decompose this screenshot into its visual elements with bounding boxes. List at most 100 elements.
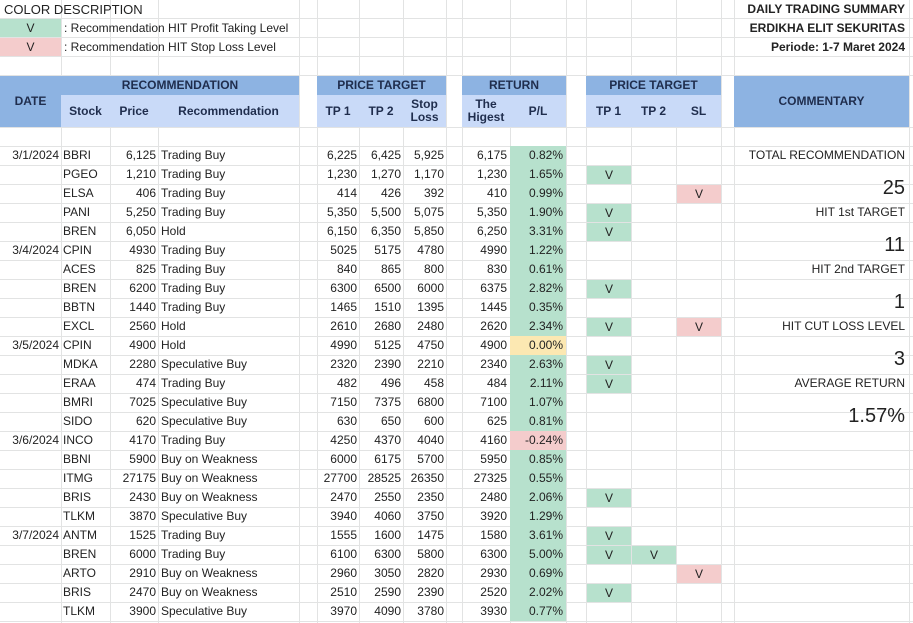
highest-cell: 6300 (480, 547, 507, 561)
stock-cell: TLKM (63, 509, 96, 523)
hit-sl-cell (677, 489, 721, 507)
highest-cell: 1,230 (476, 167, 507, 181)
hit-sl-cell (677, 166, 721, 184)
pl-cell: 0.85% (510, 450, 566, 469)
price-cell: 825 (135, 262, 156, 276)
pl-cell: 3.31% (510, 222, 566, 241)
highest-cell: 2620 (480, 319, 507, 333)
date-cell (0, 222, 59, 241)
pl-cell: 2.11% (510, 374, 566, 393)
hit-tp1-cell: V (587, 546, 631, 564)
recommendation-cell: Speculative Buy (161, 395, 248, 409)
legend-text-profit: : Recommendation HIT Profit Taking Level (64, 21, 289, 35)
hit-tp1-cell (587, 261, 631, 279)
stop-loss-cell: 392 (423, 186, 444, 200)
hit-tp2-cell (632, 356, 676, 374)
hit-tp1-cell (587, 147, 631, 165)
hit-2nd-target-label: HIT 2nd TARGET (811, 262, 905, 276)
hit-tp2-cell (632, 318, 676, 336)
stop-loss-cell: 1475 (417, 528, 444, 542)
pl-cell: 2.06% (510, 488, 566, 507)
stock-cell: INCO (63, 433, 93, 447)
stock-cell: SIDO (63, 414, 93, 428)
recommendation-cell: Hold (161, 224, 186, 238)
date-cell (0, 298, 59, 317)
highest-cell: 5,350 (476, 205, 507, 219)
date-cell (0, 393, 59, 412)
stock-cell: BRIS (63, 585, 92, 599)
highest-cell: 6375 (480, 281, 507, 295)
legend-title: COLOR DESCRIPTION (4, 2, 143, 17)
header-hit-sl: SL (676, 95, 721, 127)
highest-cell: 4990 (480, 243, 507, 257)
highest-cell: 6,250 (476, 224, 507, 238)
pl-cell: 0.82% (510, 146, 566, 165)
hit-sl-cell (677, 603, 721, 621)
header-stock: Stock (61, 95, 110, 127)
summary-title: DAILY TRADING SUMMARY (747, 2, 905, 16)
hit-sl-cell (677, 280, 721, 298)
recommendation-cell: Speculative Buy (161, 509, 248, 523)
recommendation-cell: Speculative Buy (161, 414, 248, 428)
recommendation-cell: Trading Buy (161, 300, 226, 314)
hit-tp2-cell (632, 584, 676, 602)
tp1-cell: 414 (336, 186, 357, 200)
tp1-cell: 6,225 (326, 148, 357, 162)
tp2-cell: 650 (380, 414, 401, 428)
date-cell (0, 165, 59, 184)
highest-cell: 1445 (480, 300, 507, 314)
hit-sl-cell (677, 337, 721, 355)
price-cell: 1440 (129, 300, 156, 314)
hit-cut-loss-value: 3 (893, 348, 905, 370)
hit-tp2-cell (632, 451, 676, 469)
pl-cell: 0.00% (510, 336, 566, 355)
hit-sl-cell (677, 242, 721, 260)
header-return-group: RETURN (462, 76, 566, 95)
price-cell: 6,050 (125, 224, 156, 238)
highest-cell: 2340 (480, 357, 507, 371)
average-return-value: 1.57% (848, 405, 905, 427)
recommendation-cell: Buy on Weakness (161, 585, 258, 599)
header-hit-price-target-group: PRICE TARGET (586, 76, 721, 95)
header-highest: The Higest (462, 95, 510, 127)
highest-cell: 410 (486, 186, 507, 200)
tp2-cell: 2550 (374, 490, 401, 504)
hit-tp1-cell (587, 299, 631, 317)
tp1-cell: 2610 (330, 319, 357, 333)
tp2-cell: 5,500 (370, 205, 401, 219)
tp2-cell: 5125 (374, 338, 401, 352)
date-cell: 3/7/2024 (12, 528, 59, 542)
hit-sl-cell: V (677, 318, 721, 336)
stop-loss-cell: 2820 (417, 566, 444, 580)
hit-tp2-cell (632, 489, 676, 507)
hit-tp1-cell (587, 451, 631, 469)
hit-sl-cell: V (677, 565, 721, 583)
date-cell (0, 469, 59, 488)
stop-loss-cell: 3780 (417, 604, 444, 618)
highest-cell: 6,175 (476, 148, 507, 162)
pl-cell: 0.99% (510, 184, 566, 203)
stock-cell: CPIN (63, 243, 92, 257)
hit-tp1-cell (587, 394, 631, 412)
header-commentary: COMMENTARY (734, 76, 909, 127)
date-cell (0, 279, 59, 298)
hit-tp2-cell (632, 147, 676, 165)
recommendation-cell: Hold (161, 319, 186, 333)
total-recommendation-value: 25 (882, 177, 905, 199)
date-cell: 3/5/2024 (12, 338, 59, 352)
hit-sl-cell (677, 546, 721, 564)
highest-cell: 4160 (480, 433, 507, 447)
hit-cut-loss-label: HIT CUT LOSS LEVEL (782, 319, 905, 333)
hit-tp2-cell (632, 394, 676, 412)
legend-text-stoploss: : Recommendation HIT Stop Loss Level (64, 40, 276, 54)
stop-loss-cell: 5,850 (413, 224, 444, 238)
stop-loss-cell: 5,075 (413, 205, 444, 219)
hit-tp1-cell: V (587, 527, 631, 545)
pl-cell: 0.35% (510, 298, 566, 317)
recommendation-cell: Trading Buy (161, 243, 226, 257)
tp1-cell: 482 (336, 376, 357, 390)
header-date: DATE (0, 76, 61, 127)
hit-tp1-cell: V (587, 375, 631, 393)
hit-tp2-cell (632, 565, 676, 583)
recommendation-cell: Trading Buy (161, 262, 226, 276)
